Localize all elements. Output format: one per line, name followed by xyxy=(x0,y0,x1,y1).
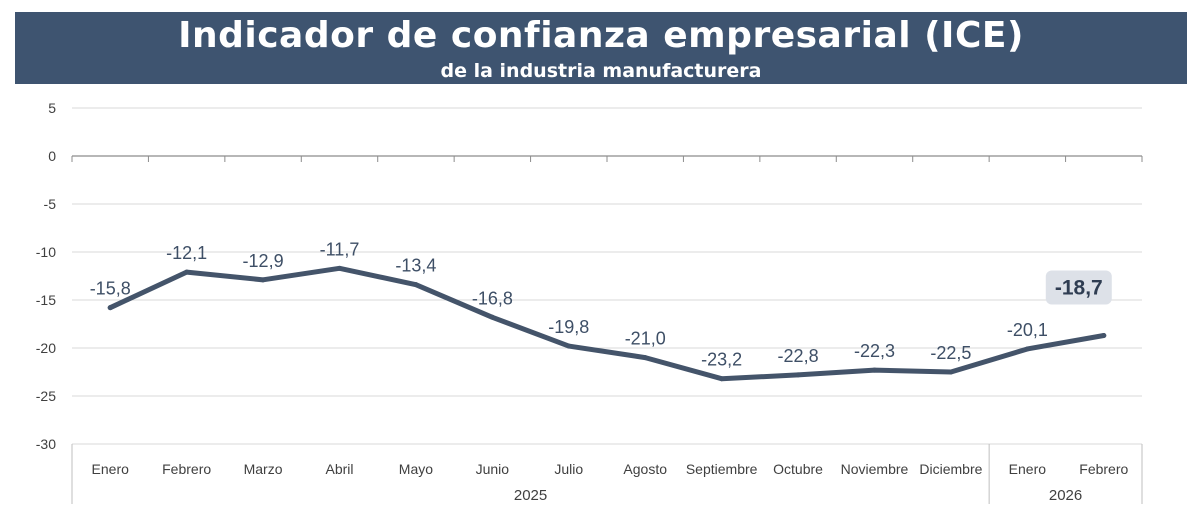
y-tick-label: -15 xyxy=(36,292,56,308)
x-tick-label: Mayo xyxy=(399,461,433,477)
y-tick-label: -25 xyxy=(36,388,56,404)
data-point xyxy=(1101,333,1107,339)
data-label: -19,8 xyxy=(548,317,589,337)
data-label: -21,0 xyxy=(625,329,666,349)
data-label: -13,4 xyxy=(395,256,436,276)
data-point xyxy=(260,277,266,283)
x-tick-label: Agosto xyxy=(623,461,667,477)
data-label: -16,8 xyxy=(472,288,513,308)
data-point xyxy=(413,282,419,288)
data-point xyxy=(642,355,648,361)
data-point xyxy=(107,305,113,311)
data-label: -12,1 xyxy=(166,243,207,263)
series-line xyxy=(107,265,1107,382)
y-tick-label: -20 xyxy=(36,340,56,356)
data-label: -15,8 xyxy=(90,279,131,299)
data-label: -22,8 xyxy=(778,346,819,366)
chart-subtitle: de la industria manufacturera xyxy=(440,60,762,82)
data-point xyxy=(1024,346,1030,352)
y-tick-label: -5 xyxy=(44,196,57,212)
x-tick-label: Marzo xyxy=(244,461,283,477)
y-tick-label: -30 xyxy=(36,436,56,452)
data-label: -12,9 xyxy=(243,251,284,271)
data-label: -22,5 xyxy=(930,343,971,363)
data-label: -11,7 xyxy=(320,239,360,259)
data-point xyxy=(337,265,342,271)
data-point xyxy=(184,269,190,275)
highlight-label-bg xyxy=(1045,270,1112,305)
data-point xyxy=(719,376,725,382)
year-label: 2026 xyxy=(1049,487,1082,504)
chart-title: Indicador de confianza empresarial (ICE) xyxy=(178,15,1024,56)
y-tick-label: -10 xyxy=(36,244,56,260)
data-label-highlight: -18,7 xyxy=(1055,277,1103,300)
data-point xyxy=(566,343,572,349)
x-tick-label: Febrero xyxy=(162,461,211,477)
x-tick-label: Septiembre xyxy=(686,461,758,477)
x-tick-label: Enero xyxy=(92,461,130,477)
y-tick-label: 0 xyxy=(48,148,56,164)
x-tick-label: Febrero xyxy=(1079,461,1128,477)
data-label: -23,2 xyxy=(701,350,742,370)
data-point xyxy=(795,372,801,378)
x-tick-label: Diciembre xyxy=(919,461,982,477)
x-tick-label: Junio xyxy=(476,461,510,477)
data-point xyxy=(872,367,877,373)
x-tick-label: Octubre xyxy=(773,461,823,477)
data-label: -22,3 xyxy=(854,341,895,361)
x-tick-label: Abril xyxy=(325,461,353,477)
title-banner: Indicador de confianza empresarial (ICE)… xyxy=(15,12,1187,84)
x-tick-label: Enero xyxy=(1009,461,1047,477)
year-label: 2025 xyxy=(514,487,547,504)
data-point xyxy=(489,314,495,320)
data-label: -20,1 xyxy=(1007,320,1048,340)
x-tick-label: Julio xyxy=(554,461,583,477)
y-tick-label: 5 xyxy=(48,100,56,116)
data-point xyxy=(948,369,954,375)
x-tick-label: Noviembre xyxy=(841,461,909,477)
